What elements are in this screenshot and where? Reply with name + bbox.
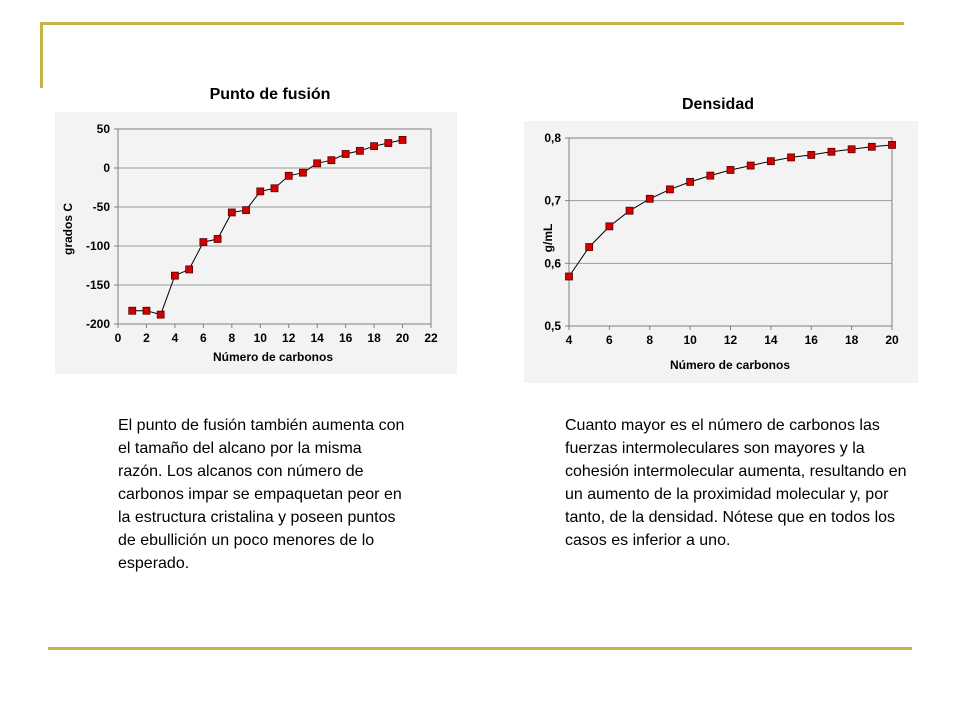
data-point	[128, 306, 137, 315]
x-tick-label: 12	[724, 333, 738, 347]
data-point	[227, 208, 236, 217]
data-point	[686, 177, 695, 186]
melting-point-chart: 50 0 -50 -100 -150 -200 0 2 4 6 8 10 12 14 16 18 20 22 Nú…	[55, 112, 457, 374]
data-point	[807, 151, 816, 159]
y-tick-label: -200	[86, 317, 110, 331]
x-tick-label: 4	[566, 333, 573, 347]
data-point	[666, 185, 674, 194]
data-point	[867, 142, 876, 151]
y-tick-label: 0,5	[544, 319, 561, 333]
y-tick-label: -50	[93, 200, 111, 214]
density-chart: 0,8 0,7 0,6 0,5 4 6 8 10 12 14 16 18 20 Número de ca…	[524, 121, 918, 383]
x-tick-label: 2	[143, 331, 150, 345]
data-point	[171, 271, 179, 280]
data-point	[185, 265, 194, 274]
data-point	[398, 136, 407, 144]
data-point	[270, 184, 279, 193]
x-tick-label: 6	[606, 333, 613, 347]
x-tick-label: 16	[805, 333, 819, 347]
left-rule	[40, 22, 43, 88]
y-tick-label: -100	[86, 239, 110, 253]
chart-background	[55, 112, 457, 374]
data-point	[256, 187, 265, 196]
data-point	[213, 235, 222, 243]
data-point	[242, 206, 250, 215]
y-axis-label: grados C	[61, 203, 75, 255]
x-tick-label: 20	[396, 331, 410, 345]
chart-title-melting: Punto de fusión	[209, 86, 331, 103]
data-point	[384, 139, 393, 147]
chart-background	[524, 121, 918, 383]
data-point	[827, 147, 836, 156]
data-point	[766, 157, 775, 166]
data-point	[888, 140, 896, 149]
data-point	[299, 168, 307, 177]
top-rule	[40, 22, 904, 25]
x-tick-label: 14	[764, 333, 778, 347]
y-tick-label: 0,8	[544, 131, 561, 145]
bottom-rule	[48, 647, 912, 650]
data-point	[199, 238, 208, 246]
data-point	[370, 142, 378, 151]
chart-title-density: Densidad	[681, 96, 754, 113]
data-point	[142, 306, 151, 315]
data-point	[645, 194, 654, 203]
data-point	[313, 159, 322, 168]
x-tick-label: 16	[339, 331, 353, 345]
x-tick-label: 20	[885, 333, 899, 347]
x-tick-label: 0	[115, 331, 122, 345]
y-tick-label: -150	[86, 278, 110, 292]
data-point	[355, 146, 364, 155]
data-point	[726, 166, 735, 174]
y-tick-label: 0,7	[544, 194, 561, 208]
data-point	[284, 171, 293, 180]
x-tick-label: 6	[200, 331, 207, 345]
x-tick-label: 18	[845, 333, 859, 347]
data-point	[605, 222, 614, 231]
x-tick-label: 8	[228, 331, 235, 345]
data-point	[327, 156, 336, 165]
data-point	[625, 206, 634, 215]
data-point	[565, 272, 573, 281]
plot-frame	[117, 128, 432, 325]
x-tick-label: 22	[424, 331, 438, 345]
data-point	[341, 150, 350, 158]
x-tick-label: 12	[282, 331, 296, 345]
data-point	[156, 310, 165, 319]
data-point	[787, 153, 795, 162]
x-tick-label: 18	[367, 331, 381, 345]
y-tick-label: 0	[103, 161, 110, 175]
data-point	[746, 161, 755, 170]
x-axis-label: Número de carbonos	[213, 350, 333, 364]
y-axis-label: g/mL	[541, 224, 555, 253]
density-description: Cuanto mayor es el número de carbonos la…	[565, 417, 907, 549]
x-tick-label: 10	[254, 331, 268, 345]
x-tick-label: 4	[172, 331, 179, 345]
x-axis-label: Número de carbonos	[670, 358, 790, 372]
x-tick-label: 8	[646, 333, 653, 347]
melting-point-description: El punto de fusión también aumenta con e…	[118, 417, 405, 572]
data-point	[847, 145, 856, 154]
data-point	[585, 243, 594, 251]
data-point	[706, 171, 715, 180]
y-tick-label: 0,6	[544, 256, 561, 270]
x-tick-label: 10	[683, 333, 697, 347]
y-tick-label: 50	[97, 122, 111, 136]
x-tick-label: 14	[311, 331, 325, 345]
